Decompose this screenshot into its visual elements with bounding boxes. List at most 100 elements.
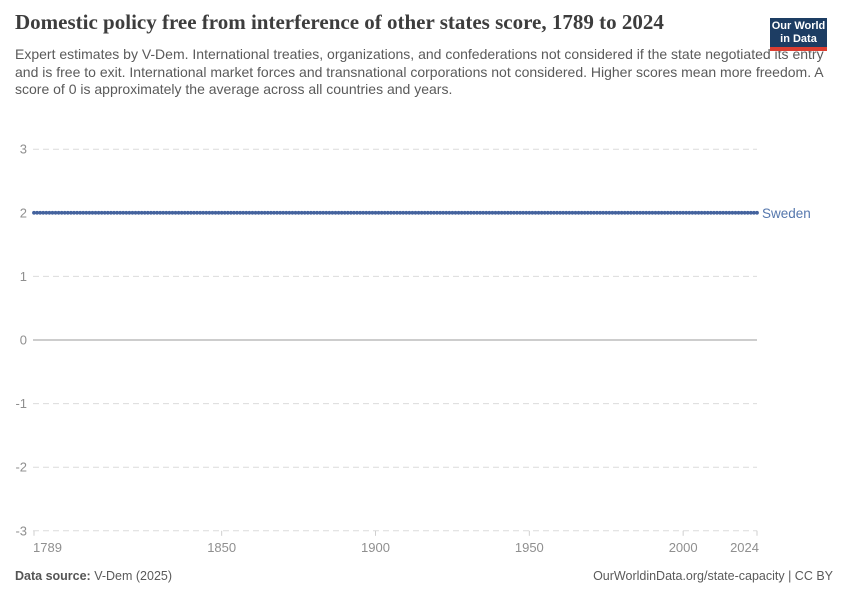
series-point (102, 210, 107, 215)
series-point (38, 210, 43, 215)
series-point (370, 210, 375, 215)
series-point (598, 210, 602, 215)
series-point (672, 210, 676, 215)
chart-header: Domestic policy free from interference o… (15, 8, 835, 99)
series-point (65, 210, 70, 215)
series-point (388, 210, 393, 215)
series-point (512, 210, 516, 215)
series-point (490, 210, 495, 215)
series-point (702, 210, 707, 215)
series-point (275, 210, 279, 215)
series-point (438, 210, 443, 215)
series-point (604, 210, 609, 215)
x-axis-tick-label: 2000 (669, 540, 698, 555)
series-point (585, 210, 590, 215)
series-point (462, 210, 467, 215)
series-point (487, 210, 492, 215)
series-point (395, 210, 399, 215)
series-point (730, 210, 735, 215)
series-point (607, 210, 612, 215)
x-axis-tick-label: 1789 (33, 540, 62, 555)
series-point (573, 210, 578, 215)
series-point (382, 210, 387, 215)
series-point (444, 210, 449, 215)
footer-attribution[interactable]: OurWorldinData.org/state-capacity | CC B… (593, 569, 833, 583)
series-point (244, 210, 249, 215)
series-point (539, 210, 544, 215)
series-point (139, 210, 144, 215)
series-point (305, 210, 310, 215)
series-point (459, 210, 464, 215)
series-point (318, 210, 323, 215)
series-point (712, 210, 716, 215)
series-point (247, 210, 252, 215)
series-point (696, 210, 701, 215)
series-point (302, 210, 307, 215)
chart-title: Domestic policy free from interference o… (15, 10, 664, 34)
series-point (361, 210, 366, 215)
series-point (136, 210, 141, 215)
series-point (87, 210, 92, 215)
series-point (324, 210, 329, 215)
series-point (75, 210, 79, 215)
series-point (265, 210, 270, 215)
series-point (687, 210, 692, 215)
chart-subtitle: Expert estimates by V-Dem. International… (15, 46, 824, 97)
series-point (745, 210, 750, 215)
series-point (715, 210, 719, 215)
data-source-value: V-Dem (2025) (94, 569, 173, 583)
series-point (81, 210, 86, 215)
series-point (718, 210, 722, 215)
series-point (533, 210, 538, 215)
series-point (625, 210, 630, 215)
series-point (158, 210, 163, 215)
series-point (475, 210, 479, 215)
series-point (367, 210, 372, 215)
series-point (736, 210, 741, 215)
series-point (628, 210, 633, 215)
series-point (182, 210, 187, 215)
series-point (385, 210, 390, 215)
owid-logo[interactable]: Our World in Data (770, 18, 827, 51)
data-source-label: Data source: (15, 569, 91, 583)
data-source: Data source: V-Dem (2025) (15, 569, 172, 584)
series-point (262, 210, 267, 215)
series-point (161, 210, 166, 215)
series-point (668, 210, 673, 215)
series-point (595, 210, 599, 215)
series-point (481, 210, 486, 215)
series-point (238, 210, 243, 215)
series-point (407, 210, 412, 215)
series-point (739, 210, 744, 215)
series-point (124, 210, 129, 215)
series-point (392, 210, 396, 215)
series-point (681, 210, 686, 215)
series-point (515, 210, 519, 215)
series-point (278, 210, 283, 215)
series-point (705, 210, 710, 215)
series-point (727, 210, 732, 215)
series-point (373, 210, 378, 215)
series-point (99, 210, 104, 215)
y-axis-tick-label: -1 (15, 396, 27, 411)
x-axis-tick-label: 1900 (361, 540, 390, 555)
series-point (733, 210, 738, 215)
series-point (284, 210, 289, 215)
series-point (321, 210, 326, 215)
series-point (678, 210, 682, 215)
series-point (312, 210, 316, 215)
series-point (56, 210, 61, 215)
series-point (635, 210, 639, 215)
series-point (441, 210, 446, 215)
series-point (435, 210, 439, 215)
series-point (345, 210, 350, 215)
series-label-sweden[interactable]: Sweden (762, 206, 811, 221)
series-point (665, 210, 670, 215)
series-point (404, 210, 409, 215)
series-point (724, 210, 729, 215)
series-point (201, 210, 206, 215)
series-point (133, 210, 138, 215)
series-point (315, 210, 319, 215)
series-point (432, 210, 436, 215)
series-point (478, 210, 483, 215)
